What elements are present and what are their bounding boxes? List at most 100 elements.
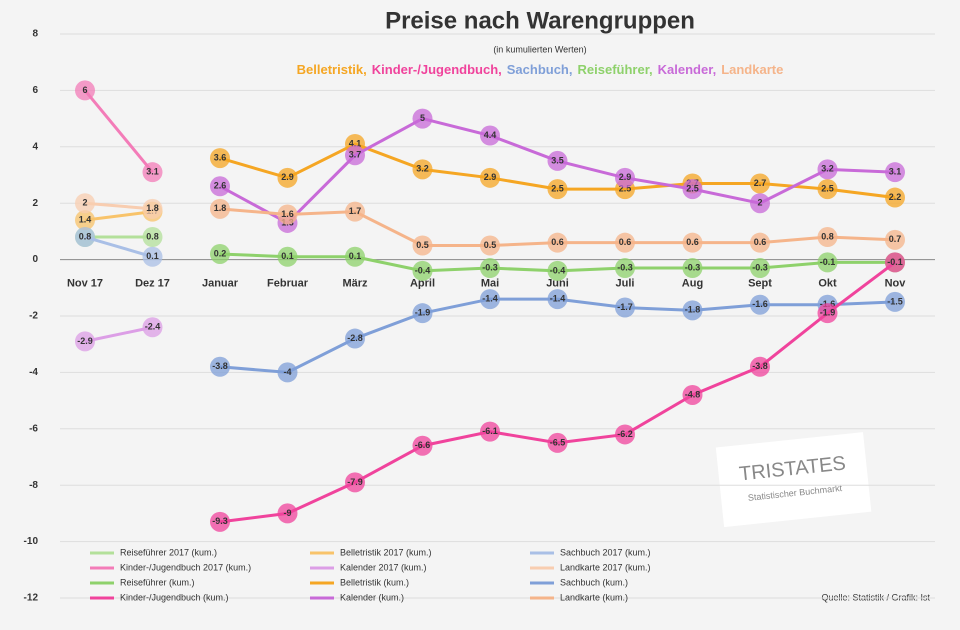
data-label: 0.6 — [619, 237, 632, 247]
data-label: 4.4 — [484, 130, 497, 140]
y-tick-label: 8 — [32, 29, 38, 40]
y-tick-label: 4 — [32, 141, 38, 152]
data-label: 0.5 — [416, 240, 429, 250]
data-label: -0.4 — [550, 265, 566, 275]
point — [480, 289, 500, 310]
point — [750, 173, 770, 194]
data-label: 0.1 — [349, 251, 362, 261]
data-label: -0.3 — [685, 262, 701, 272]
point — [817, 227, 838, 248]
data-label: 2.9 — [619, 172, 632, 182]
point — [210, 198, 230, 219]
data-label: -4 — [283, 367, 291, 377]
legend-label: Sachbuch (kum.) — [560, 577, 628, 587]
point — [75, 210, 95, 231]
point — [345, 201, 365, 222]
data-label: 3.6 — [214, 152, 227, 162]
x-tick-label: Aug — [682, 278, 703, 290]
data-label: 3.2 — [821, 164, 834, 174]
point — [750, 294, 770, 315]
chart-title: Preise nach Warengruppen — [385, 7, 695, 34]
point — [142, 227, 163, 248]
point — [547, 260, 568, 281]
point — [277, 167, 298, 188]
legend-label: Kalender 2017 (kum.) — [340, 562, 427, 572]
point — [547, 150, 568, 171]
header-legend: Belletristik, Kinder-/Jugendbuch, Sachbuch… — [297, 62, 784, 77]
point — [615, 424, 635, 445]
header-legend-item: Landkarte — [721, 62, 783, 77]
point — [817, 303, 838, 324]
point — [885, 252, 905, 273]
data-label: 0.6 — [551, 237, 564, 247]
data-label: -0.3 — [752, 262, 768, 272]
series-line — [83, 89, 154, 174]
y-tick-label: 0 — [32, 254, 38, 265]
point — [210, 511, 230, 532]
legend-label: Reiseführer (kum.) — [120, 577, 195, 587]
x-tick-label: Februar — [267, 278, 309, 290]
point — [682, 232, 703, 253]
point — [817, 179, 838, 200]
data-label: -6.6 — [415, 440, 431, 450]
point — [817, 159, 838, 180]
point — [142, 317, 163, 338]
point — [345, 328, 365, 349]
data-label: 2 — [82, 198, 87, 208]
data-label: -0.3 — [617, 262, 633, 272]
point — [412, 435, 433, 456]
point — [345, 472, 365, 493]
data-label: 0.8 — [79, 231, 92, 241]
y-tick-label: -6 — [29, 423, 38, 434]
point — [412, 235, 433, 256]
series-line — [84, 210, 153, 222]
data-label: 2.5 — [821, 183, 834, 193]
point — [142, 198, 163, 219]
data-label: -0.1 — [820, 257, 836, 267]
point — [682, 300, 703, 321]
series-line — [84, 201, 153, 211]
data-label: -3.8 — [752, 361, 768, 371]
point — [210, 148, 230, 169]
data-label: 0.1 — [281, 251, 294, 261]
data-label: -4.8 — [685, 389, 701, 399]
data-label: -1.6 — [752, 299, 768, 309]
data-label: 3.2 — [416, 164, 429, 174]
data-label: -1.5 — [887, 296, 903, 306]
x-tick-label: Nov — [885, 278, 907, 290]
data-label: 2 — [757, 198, 762, 208]
point — [615, 167, 635, 188]
header-legend-item: Kinder-/Jugendbuch, — [372, 62, 502, 77]
header-legend-item: Kalender, — [658, 62, 717, 77]
point — [277, 503, 298, 524]
point — [75, 331, 95, 352]
data-label: 0.2 — [214, 248, 227, 258]
x-tick-label: Januar — [202, 278, 239, 290]
legend-label: Kinder-/Jugendbuch 2017 (kum.) — [120, 562, 251, 572]
legend-label: Belletristik 2017 (kum.) — [340, 547, 432, 557]
data-label: 4.1 — [349, 138, 362, 148]
data-label: -1.7 — [617, 302, 633, 312]
point — [210, 176, 230, 197]
point — [345, 246, 365, 267]
data-label: 2.5 — [619, 183, 632, 193]
legend-label: Kinder-/Jugendbuch (kum.) — [120, 592, 229, 602]
point — [480, 421, 500, 442]
data-label: 5 — [420, 113, 425, 123]
y-tick-label: -12 — [24, 593, 39, 604]
chart-subtitle: (in kumulierten Werten) — [493, 44, 586, 54]
data-label: 2.5 — [686, 183, 699, 193]
point — [480, 258, 500, 279]
data-label: -6.2 — [617, 429, 633, 439]
data-label: 1.4 — [79, 214, 92, 224]
data-label: 2.7 — [754, 178, 767, 188]
x-tick-label: Juli — [616, 278, 635, 290]
data-label: 0.5 — [484, 240, 497, 250]
point — [277, 204, 298, 225]
point — [75, 227, 95, 248]
source: Quelle: Statistik / Grafik: Ist — [821, 592, 930, 602]
point — [345, 145, 365, 166]
point — [547, 179, 568, 200]
data-label: 3.1 — [146, 167, 159, 177]
